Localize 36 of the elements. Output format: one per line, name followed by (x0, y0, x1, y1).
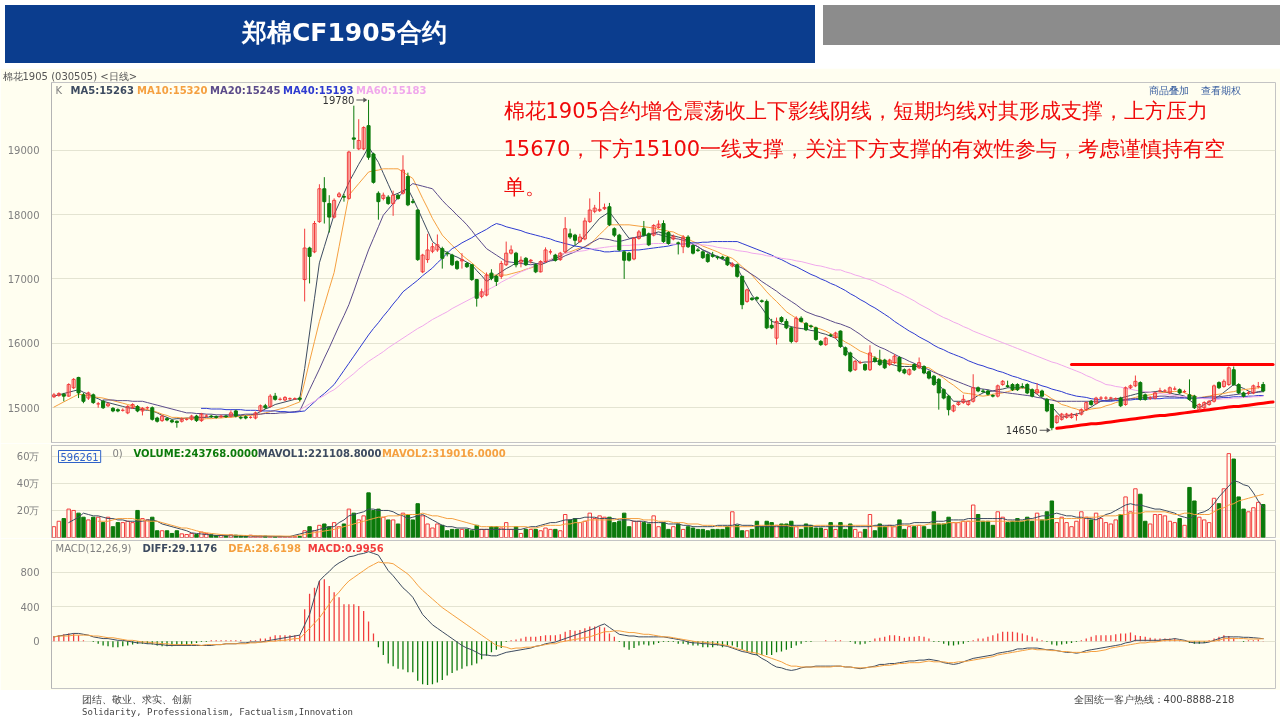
text: MA5:15263 (70, 84, 134, 96)
text: 全国统一客户热线：400-8888-218 (1073, 693, 1235, 705)
legend-title: MACD(12,26,9) (55, 542, 132, 554)
annotation: 棉花1905合约增仓震荡收上下影线阴线，短期均线对其形成支撑，上方压力15670，下方15100一线支撑，关注下方支撑的有效性参与，考虑谨慎持有空单。 (503, 98, 1226, 199)
text: 团结、敬业、求实、创新 (82, 693, 193, 705)
y-tick-label: 60万 (16, 450, 40, 462)
text: VOLUME:243768.0000 (133, 447, 258, 459)
annotation: 查看期权 (1200, 84, 1241, 96)
text: MA10:15320 (137, 84, 208, 96)
chart-title: 郑棉CF1905合约 (242, 18, 448, 48)
annotation: 14650 (1005, 425, 1038, 437)
text: MA40:15193 (283, 84, 354, 96)
y-tick-label: 800 (20, 567, 40, 579)
y-tick-label: 40万 (16, 477, 40, 489)
y-tick-label: 18000 (7, 209, 40, 221)
annotation: 19780 (322, 94, 355, 106)
text: MACD:0.9956 (307, 542, 384, 554)
text: DIFF:29.1176 (142, 542, 218, 554)
legend-title: K (55, 84, 63, 96)
text: MAVOL2:319016.0000 (381, 447, 506, 459)
text: Solidarity, Professionalism, Factualism,Innovation (82, 706, 354, 717)
y-tick-label: 17000 (7, 273, 40, 285)
y-tick-label: 16000 (7, 338, 40, 350)
y-tick-label: 0 (33, 636, 40, 648)
y-tick-label: 400 (20, 601, 40, 613)
text: DEA:28.6198 (228, 542, 301, 554)
text: MA20:15245 (210, 84, 281, 96)
annotation: 596261 (60, 451, 99, 463)
y-tick-label: 20万 (16, 504, 40, 516)
annotation: 商品叠加 (1148, 84, 1189, 96)
text: MA60:15183 (356, 84, 427, 96)
chart-subtitle: 棉花1905 (030505) <日线> (2, 71, 138, 82)
y-tick-label: 19000 (7, 145, 40, 157)
legend-title: 0) (112, 447, 123, 459)
y-tick-label: 15000 (7, 402, 40, 414)
text: MAVOL1:221108.8000 (257, 447, 382, 459)
